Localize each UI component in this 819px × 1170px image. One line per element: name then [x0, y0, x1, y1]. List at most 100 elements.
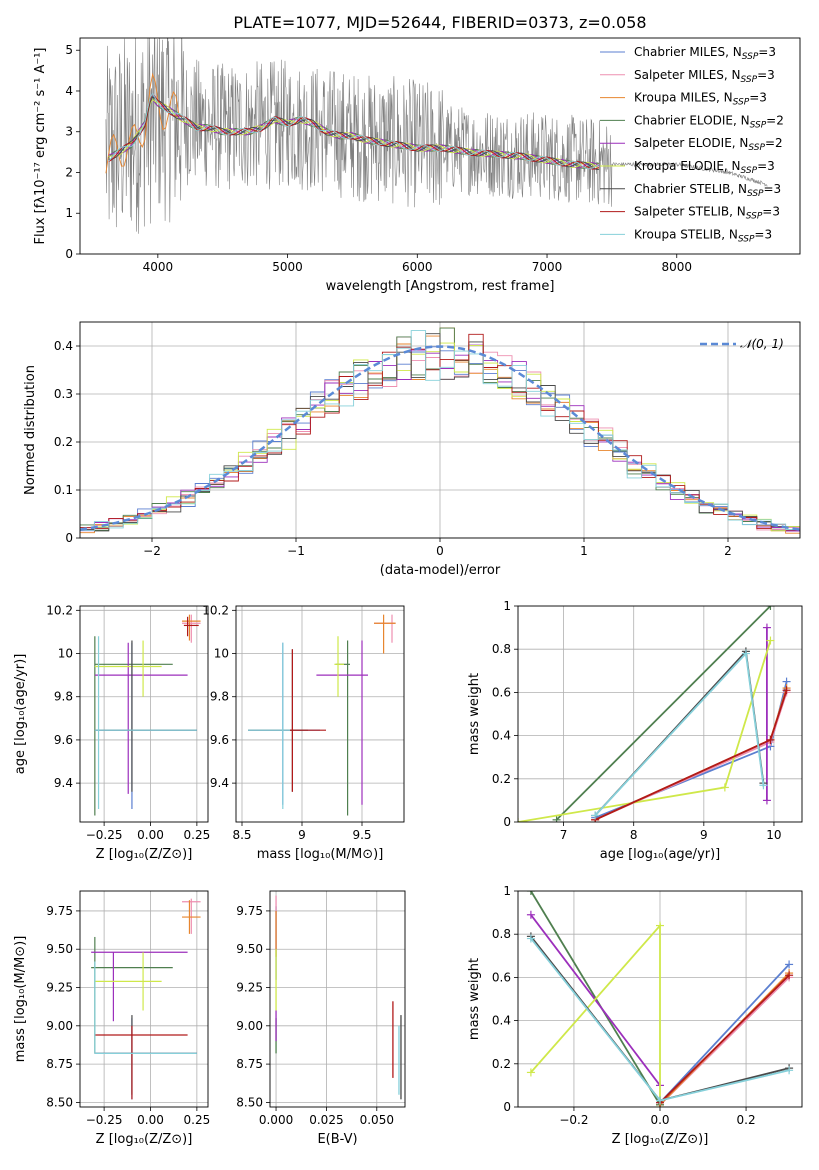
y-tick-label: 9.25 — [236, 981, 263, 995]
y-tick-label: 10.2 — [202, 603, 229, 617]
x-tick-label: 0.25 — [184, 1113, 211, 1127]
legend-subscript: SSP — [741, 75, 758, 85]
y-tick-label: 3 — [65, 125, 73, 139]
x-tick-label: 0.025 — [309, 1113, 343, 1127]
panel-age-vs-mass: 8.5 9 9.5 9.4 9.6 9.8 10 10.2 mass [log₁₀(M/M⊙)] — [202, 603, 405, 862]
x-tick-label: 0.00 — [137, 1113, 164, 1127]
x-tick-label: 8 — [630, 828, 638, 842]
y-tick-label: 9.00 — [236, 1019, 263, 1033]
legend-suffix: =3 — [757, 159, 775, 173]
legend-text: Chabrier ELODIE, N — [634, 113, 750, 127]
panel-mass-weight-vs-z: −0.2 0.0 0.2 0 0.2 0.4 0.6 0.8 1 Z [log₁₀(Z/Z⊙)] m… — [467, 884, 803, 1147]
legend-subscript: SSP — [738, 234, 755, 244]
legend-label: Salpeter ELODIE, NSSP=2 — [634, 136, 783, 153]
legend-label: Kroupa ELODIE, NSSP=3 — [634, 159, 775, 176]
x-tick-label: 4000 — [143, 260, 174, 274]
y-tick-label: 0.1 — [54, 483, 73, 497]
histogram-step-7 — [80, 333, 800, 531]
y-tick-label: 9.75 — [236, 904, 263, 918]
x-tick-label: 5000 — [272, 260, 303, 274]
axes-frame — [79, 37, 801, 255]
y-tick-label: 9.50 — [236, 942, 263, 956]
x-tick-label: 2 — [724, 544, 732, 558]
x-tick-label: 9 — [700, 828, 708, 842]
x-tick-label: 0.2 — [737, 1113, 756, 1127]
y-tick-label: 0.4 — [492, 1014, 511, 1028]
y-tick-label: 4 — [65, 84, 73, 98]
legend-label: Chabrier ELODIE, NSSP=2 — [634, 113, 784, 130]
y-axis-label: mass weight — [467, 673, 482, 755]
y-tick-label: 8.75 — [236, 1057, 263, 1071]
panel-residuals: −2 −1 0 1 2 0 0.1 0.2 0.3 0.4 (data-model)/error No… — [23, 321, 801, 578]
plot-area — [105, 38, 768, 234]
legend-subscript: SSP — [742, 52, 759, 62]
weight-line-7 — [594, 689, 788, 821]
legend-label: Kroupa MILES, NSSP=3 — [634, 91, 767, 108]
legend-subscript: SSP — [733, 98, 750, 108]
legend-label: Salpeter STELIB, NSSP=3 — [634, 205, 780, 222]
y-tick-label: 9.6 — [210, 733, 229, 747]
legend-suffix: =2 — [765, 136, 783, 150]
legend-subscript: SSP — [741, 166, 758, 176]
y-tick-label: 0 — [65, 247, 73, 261]
y-tick-label: 1 — [65, 206, 73, 220]
panel-mass-vs-ebv: 0.000 0.025 0.050 8.50 8.75 9.00 9.25 9.50 9.75 E… — [236, 890, 406, 1147]
weight-line-7 — [659, 974, 790, 1104]
axes-frame — [79, 321, 801, 539]
x-tick-label: 8000 — [661, 260, 692, 274]
y-axis-label: Normed distribution — [23, 365, 38, 495]
legend-suffix: =3 — [762, 205, 780, 219]
x-axis-label: mass [log₁₀(M/M⊙)] — [257, 847, 384, 862]
y-tick-label: 0.2 — [492, 772, 511, 786]
y-tick-label: 0.4 — [54, 339, 73, 353]
y-tick-label: 10 — [214, 647, 229, 661]
y-tick-label: 0 — [503, 815, 511, 829]
panel-mass-weight-vs-age: 7 8 9 10 0 0.2 0.4 0.6 0.8 1 age [log₁₀(age/yr)] ma… — [467, 599, 803, 862]
legend-text: Chabrier STELIB, N — [634, 182, 747, 196]
axes-frame — [517, 890, 803, 1108]
x-tick-label: 0.25 — [184, 828, 211, 842]
y-tick-label: 9.00 — [46, 1019, 73, 1033]
y-tick-label: 0.8 — [492, 927, 511, 941]
axes-frame — [517, 605, 803, 823]
weight-line-2 — [594, 687, 788, 821]
x-tick-label: 0.050 — [360, 1113, 394, 1127]
plot-area — [80, 606, 208, 822]
y-tick-label: 0.6 — [492, 685, 511, 699]
plot-area — [236, 606, 404, 822]
x-tick-label: −0.2 — [559, 1113, 588, 1127]
y-tick-label: 1 — [503, 599, 511, 613]
y-tick-label: 9.25 — [46, 981, 73, 995]
plot-area — [80, 322, 800, 538]
legend-suffix: =3 — [764, 182, 782, 196]
x-tick-label: −2 — [143, 544, 161, 558]
weight-line-6 — [594, 649, 765, 817]
axes-frame — [79, 890, 209, 1108]
y-tick-label: 0 — [65, 531, 73, 545]
weight-line-8 — [594, 651, 765, 817]
x-tick-label: 0 — [436, 544, 444, 558]
legend-text: Salpeter STELIB, N — [634, 205, 746, 219]
plot-area — [518, 891, 802, 1107]
x-axis-label: age [log₁₀(age/yr)] — [600, 847, 721, 862]
x-axis-label: Z [log₁₀(Z/Z⊙)] — [612, 1132, 709, 1147]
x-tick-label: 0.000 — [259, 1113, 293, 1127]
y-axis-label: mass weight — [467, 958, 482, 1040]
model-line-7 — [108, 93, 600, 170]
y-tick-label: 5 — [65, 43, 73, 57]
y-tick-label: 8.50 — [46, 1095, 73, 1109]
y-axis-label: Flux [fλ10⁻¹⁷ erg cm⁻² s⁻¹ A⁻¹] — [33, 48, 48, 245]
plot-area — [80, 891, 208, 1107]
legend-subscript: SSP — [747, 189, 764, 199]
legend-suffix: =3 — [758, 45, 776, 59]
legend-text: Kroupa ELODIE, N — [634, 159, 741, 173]
x-tick-label: 10 — [766, 828, 781, 842]
y-tick-label: 9.4 — [54, 776, 73, 790]
x-tick-label: −0.25 — [86, 828, 123, 842]
model-line-8 — [108, 92, 600, 170]
y-tick-label: 10.2 — [46, 603, 73, 617]
legend-text: Kroupa MILES, N — [634, 91, 733, 105]
y-tick-label: 9.50 — [46, 942, 73, 956]
legend-label: Salpeter MILES, NSSP=3 — [634, 68, 775, 85]
axes-frame — [269, 890, 406, 1108]
